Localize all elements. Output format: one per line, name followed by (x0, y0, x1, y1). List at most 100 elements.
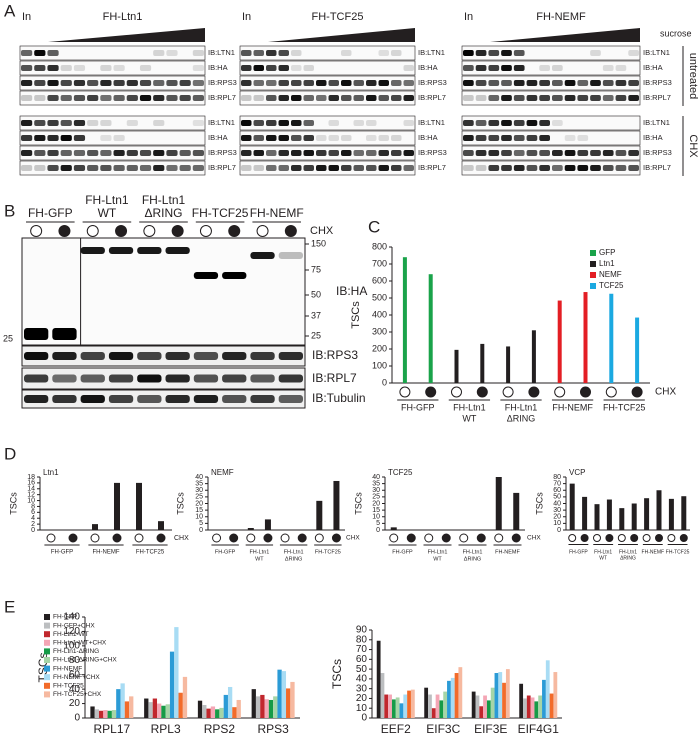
annotation: CHX (174, 535, 189, 542)
y-tick-label: 300 (372, 326, 387, 336)
blot (461, 115, 641, 131)
blot-band (303, 95, 314, 101)
chx-symbol (212, 533, 222, 543)
bar (206, 708, 211, 718)
bar (165, 704, 170, 718)
y-tick-label: 0 (199, 527, 203, 534)
blot-band (266, 135, 277, 141)
gradient-wedge (48, 28, 205, 42)
y-tick-label: 20 (372, 500, 380, 507)
blot-band (47, 65, 59, 71)
blot-band (278, 165, 289, 171)
blot-band (353, 80, 364, 86)
legend-label: NEMF (599, 270, 622, 279)
bar (454, 673, 459, 718)
legend-label: FH-TCF25+CHX (53, 691, 102, 698)
legend-label: TCF25 (599, 281, 624, 290)
blot-band (165, 374, 190, 383)
y-axis-label: TSCs (534, 492, 544, 515)
blot-band (241, 80, 252, 86)
blot-band (222, 395, 247, 403)
y-tick-label: 60 (69, 669, 81, 680)
antibody-label: IB:HA (336, 284, 367, 298)
y-axis-label: TSCs (175, 492, 185, 515)
chx-symbol (90, 533, 100, 543)
blot-band (590, 95, 601, 101)
antibody-label: IB:RPS3 (312, 348, 358, 362)
blot-band (24, 395, 49, 403)
blot-band (21, 165, 33, 171)
x-tick-label: RPL3 (151, 722, 181, 736)
blot (21, 345, 306, 367)
blot-band (501, 50, 512, 56)
bar (428, 274, 433, 383)
blot-band (291, 150, 302, 156)
blot-band (126, 80, 138, 86)
y-tick-label: 70 (553, 480, 561, 487)
legend-swatch (44, 691, 50, 698)
blot-band (113, 150, 125, 156)
chx-symbol (605, 386, 617, 398)
blot-band (241, 95, 252, 101)
chx-symbol (528, 386, 540, 398)
blot-band (253, 80, 264, 86)
blot (461, 160, 641, 176)
blot-band (590, 50, 601, 56)
construct-label: FH-TCF25 (312, 11, 364, 23)
chx-symbol (297, 533, 307, 543)
bar (98, 710, 104, 718)
blot (461, 145, 641, 161)
legend-swatch (44, 622, 50, 629)
chx-symbol (459, 533, 469, 543)
annotation: CHX (346, 535, 360, 542)
bar (197, 700, 203, 718)
blot (461, 130, 641, 146)
bar (124, 701, 130, 718)
y-tick-label: 0 (557, 527, 561, 534)
gradient-wedge (490, 28, 640, 42)
bar (483, 695, 487, 718)
blot-band (241, 135, 252, 141)
blot-band (552, 80, 563, 86)
blot-band (222, 352, 247, 360)
bar (424, 687, 429, 718)
blot-band (602, 80, 614, 86)
bar (174, 627, 179, 718)
blot-band (113, 65, 125, 71)
blot-band (73, 165, 86, 171)
blot-band (80, 247, 105, 254)
annotation: CHX (527, 535, 541, 542)
legend-swatch (44, 631, 50, 638)
blot-band (403, 120, 414, 126)
y-tick-label: 15 (195, 507, 203, 514)
blot-band (366, 95, 377, 101)
bar (223, 694, 228, 718)
blot-band (539, 80, 550, 86)
blot-band (60, 150, 72, 156)
x-tick-label: FH-GFP (569, 549, 588, 555)
bar (376, 640, 381, 718)
legend-label: Ltn1 (599, 259, 615, 268)
blot-band (513, 65, 525, 71)
legend-swatch (44, 639, 50, 646)
y-tick-label: 80 (356, 634, 368, 645)
y-tick-label: 18 (27, 474, 35, 481)
chx-symbol (554, 386, 566, 398)
blot-band (47, 95, 59, 101)
y-tick-label: 700 (372, 258, 387, 268)
blot-band (241, 150, 252, 156)
blot-band (328, 80, 339, 86)
chx-symbol (502, 386, 514, 398)
blot-band (291, 120, 302, 126)
chx-symbol (156, 533, 166, 543)
blot-band (266, 50, 277, 56)
chx-symbol (246, 533, 256, 543)
blot-band (80, 374, 105, 383)
bar (116, 689, 121, 718)
blot-band (137, 247, 162, 254)
y-tick-label: 25 (372, 494, 380, 501)
y-tick-label: 30 (195, 487, 203, 494)
x-tick-label: FH-Ltn1 (428, 549, 448, 555)
blot-band (552, 95, 563, 101)
blot-band (501, 165, 512, 171)
